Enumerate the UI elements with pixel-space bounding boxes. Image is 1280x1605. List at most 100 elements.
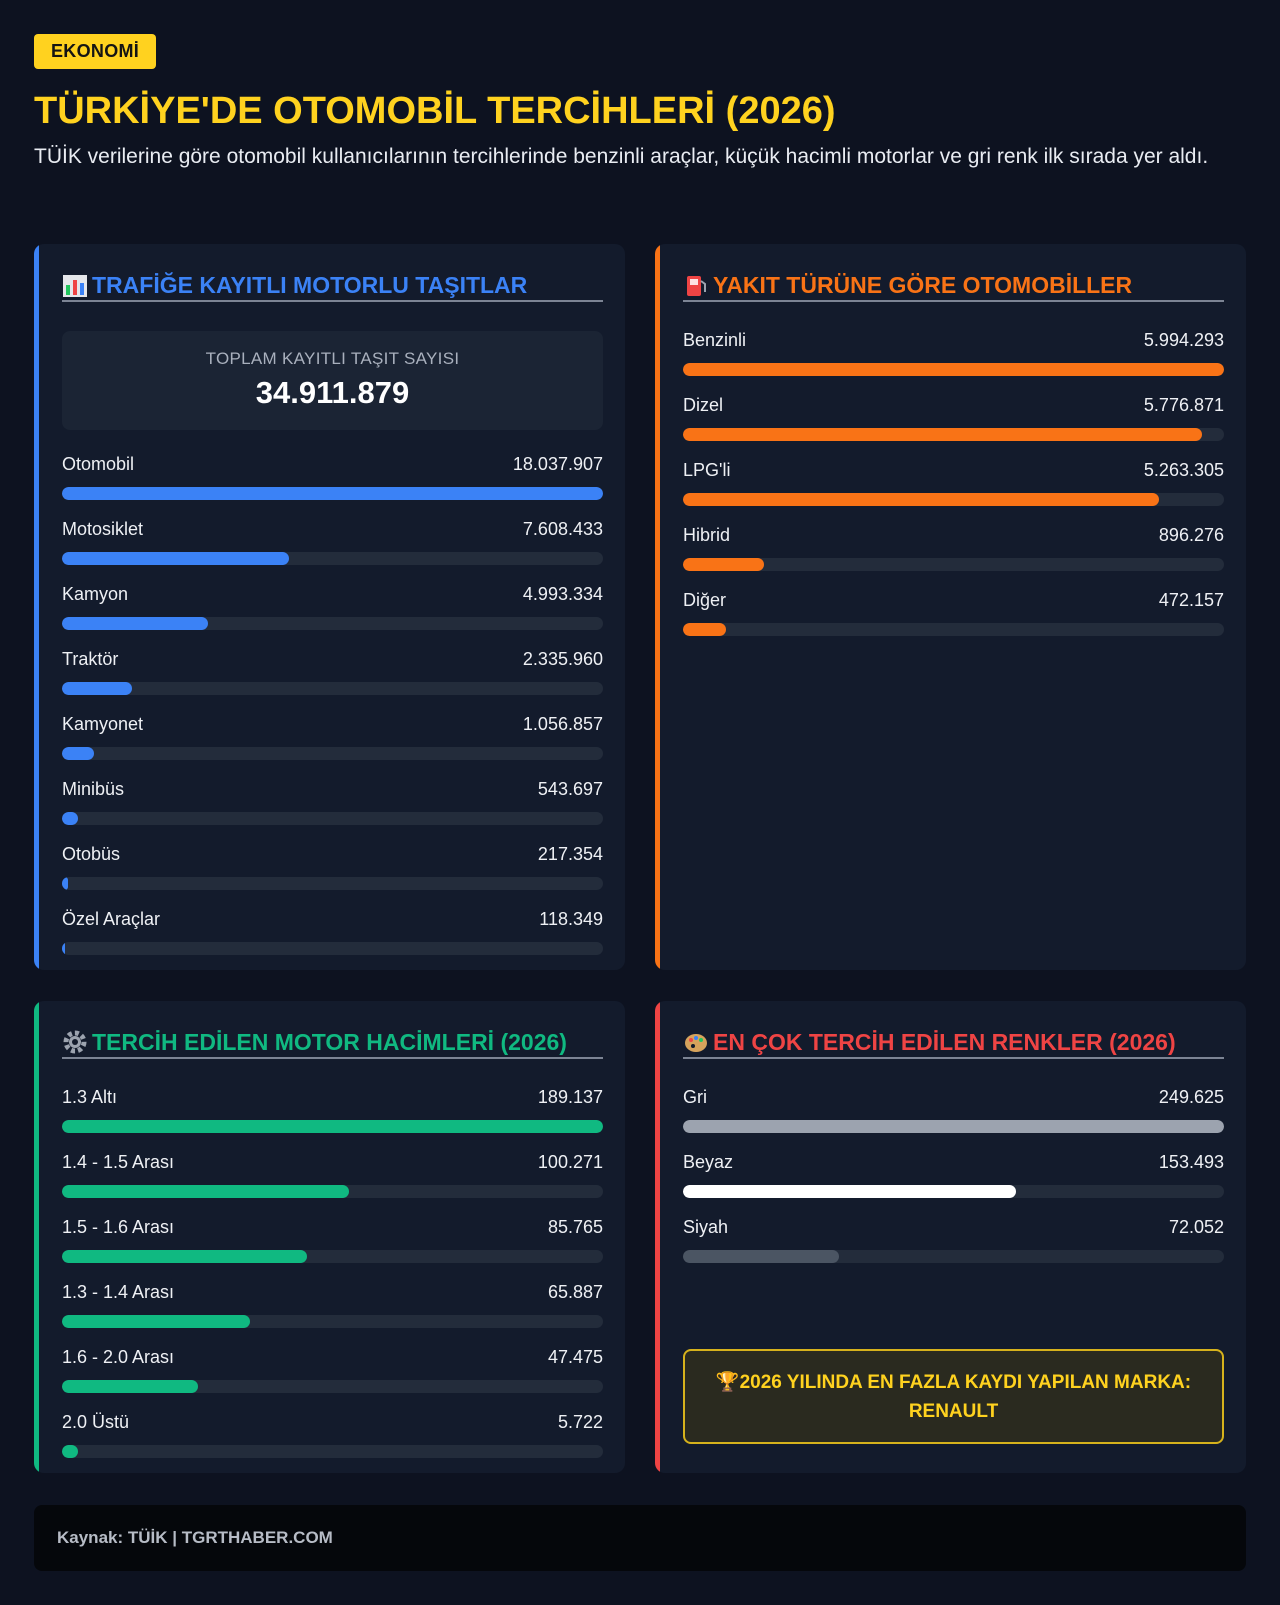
category-tag: EKONOMİ	[34, 34, 157, 69]
card-colors: EN ÇOK TERCİH EDİLEN RENKLER (2026) 🏆202…	[655, 1001, 1246, 1473]
bar-track	[683, 1120, 1224, 1133]
bar-fill	[62, 682, 133, 695]
bar-row: 1.4 - 1.5 Arası 100.271	[62, 1152, 603, 1202]
card-title: TERCİH EDİLEN MOTOR HACİMLERİ (2026)	[62, 1027, 603, 1059]
bar-row: Gri 249.625	[683, 1087, 1224, 1137]
bar-track	[683, 558, 1224, 571]
bar-label: Hibrid	[683, 525, 731, 545]
total-value: 34.911.879	[255, 375, 410, 410]
bar-row: Traktör 2.335.960	[62, 649, 603, 699]
bar-value: 47.475	[547, 1347, 603, 1367]
bar-fill	[62, 1380, 198, 1393]
bar-label: Traktör	[62, 649, 119, 669]
bar-track	[62, 747, 603, 760]
bar-label: 1.3 Altı	[62, 1087, 118, 1107]
bar-label: Otomobil	[62, 454, 135, 474]
bar-label: 1.5 - 1.6 Arası	[62, 1217, 175, 1237]
bar-value: 72.052	[1168, 1217, 1224, 1237]
bar-fill	[62, 1120, 603, 1133]
bar-fill	[683, 1185, 1016, 1198]
bar-track	[62, 617, 603, 630]
bar-label: LPG'li	[683, 460, 731, 480]
bar-label: 1.3 - 1.4 Arası	[62, 1282, 175, 1302]
card-fuel-types: YAKIT TÜRÜNE GÖRE OTOMOBİLLER Benzinli 5.…	[655, 244, 1246, 970]
bar-track	[62, 1380, 603, 1393]
bar-label: Otobüs	[62, 844, 121, 864]
bar-track	[62, 942, 603, 955]
bar-row: 2.0 Üstü 5.722	[62, 1412, 603, 1462]
bar-fill	[683, 1250, 840, 1263]
card-accent	[655, 244, 660, 970]
card-accent	[34, 244, 39, 970]
bar-value: 217.354	[537, 844, 603, 864]
bar-value: 2.335.960	[522, 649, 603, 669]
card-title: TRAFİĞE KAYITLI MOTORLU TAŞITLAR	[62, 270, 603, 302]
card-accent	[655, 1001, 660, 1473]
bar-fill	[683, 558, 765, 571]
bar-fill	[62, 552, 290, 565]
bar-row: Beyaz 153.493	[683, 1152, 1224, 1202]
bar-label: Beyaz	[683, 1152, 734, 1172]
bar-track	[62, 1315, 603, 1328]
card-registered-vehicles: TRAFİĞE KAYITLI MOTORLU TAŞITLAR TOPLAM …	[34, 244, 625, 970]
bar-fill	[683, 1120, 1224, 1133]
bar-fill	[62, 1445, 79, 1458]
bar-value: 153.493	[1158, 1152, 1224, 1172]
bar-fill	[683, 363, 1224, 376]
bar-label: Minibüs	[62, 779, 125, 799]
bar-row: 1.5 - 1.6 Arası 85.765	[62, 1217, 603, 1267]
bar-row: 1.3 - 1.4 Arası 65.887	[62, 1282, 603, 1332]
bar-track	[683, 1250, 1224, 1263]
bar-label: Kamyonet	[62, 714, 144, 734]
bar-label: Dizel	[683, 395, 724, 415]
card-title-text: EN ÇOK TERCİH EDİLEN RENKLER (2026)	[713, 1028, 1176, 1055]
source-credit: Kaynak: TÜİK | TGRTHABER.COM	[57, 1528, 333, 1547]
card-engine-sizes: TERCİH EDİLEN MOTOR HACİMLERİ (2026) 1.3…	[34, 1001, 625, 1473]
bar-track	[62, 877, 603, 890]
bar-row: 1.3 Altı 189.137	[62, 1087, 603, 1137]
bar-track	[62, 1445, 603, 1458]
bar-row: Dizel 5.776.871	[683, 395, 1224, 445]
bar-value: 18.037.907	[512, 454, 603, 474]
bar-value: 896.276	[1158, 525, 1224, 545]
bar-fill	[62, 617, 209, 630]
bar-value: 1.056.857	[522, 714, 603, 734]
bar-value: 472.157	[1158, 590, 1224, 610]
bar-fill	[62, 487, 603, 500]
page-title: TÜRKİYE'DE OTOMOBİL TERCİHLERİ (2026)	[34, 90, 836, 132]
bar-track	[62, 812, 603, 825]
trophy-icon: 🏆	[715, 1371, 740, 1393]
bar-track	[62, 1120, 603, 1133]
bar-fill	[62, 1315, 251, 1328]
bar-chart-icon	[62, 272, 90, 298]
gear-icon	[62, 1029, 90, 1055]
bar-label: Benzinli	[683, 330, 747, 350]
card-title: EN ÇOK TERCİH EDİLEN RENKLER (2026)	[683, 1027, 1224, 1059]
bar-value: 189.137	[537, 1087, 603, 1107]
bar-fill	[62, 942, 66, 955]
bar-value: 118.349	[539, 909, 603, 929]
bar-track	[683, 428, 1224, 441]
card-accent	[34, 1001, 39, 1473]
bar-track	[62, 487, 603, 500]
bar-fill	[683, 493, 1160, 506]
bar-track	[62, 682, 603, 695]
brand-note-box: 🏆2026 YILINDA EN FAZLA KAYDI YAPILAN MAR…	[683, 1349, 1224, 1444]
bar-fill	[62, 1185, 349, 1198]
bar-value: 65.887	[547, 1282, 603, 1302]
bar-value: 5.722	[557, 1412, 603, 1432]
bar-fill	[62, 877, 69, 890]
bar-label: 1.6 - 2.0 Arası	[62, 1347, 175, 1367]
bar-row: Motosiklet 7.608.433	[62, 519, 603, 569]
bar-row: Kamyonet 1.056.857	[62, 714, 603, 764]
card-title-text: YAKIT TÜRÜNE GÖRE OTOMOBİLLER	[713, 271, 1133, 298]
bar-row: Özel Araçlar 118.349	[62, 909, 603, 959]
card-title-text: TERCİH EDİLEN MOTOR HACİMLERİ (2026)	[92, 1028, 567, 1055]
bar-row: Kamyon 4.993.334	[62, 584, 603, 634]
bar-row: 1.6 - 2.0 Arası 47.475	[62, 1347, 603, 1397]
bar-fill	[62, 1250, 308, 1263]
bar-label: Motosiklet	[62, 519, 144, 539]
bar-label: Siyah	[683, 1217, 729, 1237]
bar-label: Kamyon	[62, 584, 129, 604]
total-label: TOPLAM KAYITLI TAŞIT SAYISI	[205, 349, 460, 368]
